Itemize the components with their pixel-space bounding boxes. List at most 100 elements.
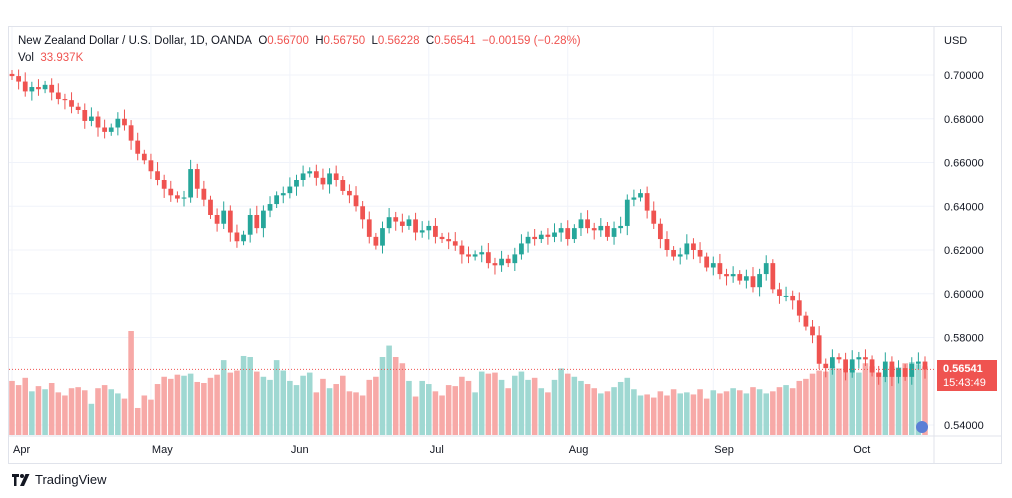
volume-bar [723,391,730,435]
chart-legend: New Zealand Dollar / U.S. Dollar, 1D, OA… [18,35,581,47]
candle-body [168,188,174,196]
volume-bar [48,383,55,435]
candle-body [115,118,121,128]
candle-body [366,219,372,237]
candle-body [472,254,478,257]
tradingview-brand[interactable]: TradingView [12,472,107,487]
volume-bar [478,371,485,435]
candle-body [386,217,392,229]
candle-body [869,359,875,373]
volume-bar [247,357,253,435]
volume-bar [386,345,392,435]
volume-bar [736,390,743,435]
candle-body [790,295,796,301]
volume-bar [439,395,445,435]
candle-body [307,171,313,174]
volume-bar [214,374,220,435]
candle-body [849,359,855,373]
candle-body [717,263,723,275]
volume-bar [869,366,875,435]
x-tick-label: Jul [430,444,444,456]
candle-body [922,361,928,370]
volume-bar [432,391,439,435]
candle-body [611,228,617,237]
y-tick-label: 0.66000 [944,158,984,170]
candle-body [247,215,253,235]
volume-bar [889,366,895,435]
candle-body [194,169,200,189]
volume-legend: Vol 33.937K [18,52,83,64]
candle-body [439,236,445,240]
candle-body [69,100,74,107]
volume-bar [108,389,115,435]
volume-bar [35,386,42,435]
volume-bar [340,375,346,435]
volume-bar [392,357,399,435]
volume-bar [485,373,492,435]
candle-body [347,190,352,196]
volume-bar [670,389,677,435]
volume-bar [842,372,849,435]
volume-bar [538,388,545,435]
candle-body [803,315,809,327]
volume-bar [115,393,121,435]
candle-body [704,256,710,268]
candle-body [810,326,815,336]
volume-bar [604,391,611,435]
candle-body [565,228,571,240]
candle-body [287,186,293,194]
volume-bar [452,386,459,435]
chart-frame [8,26,1002,464]
volume-bar [770,391,776,435]
candle-body [413,219,418,233]
candle-body [221,210,227,224]
candle-body [55,92,61,100]
volume-bar [836,368,842,435]
volume-bar [763,393,769,435]
volume-bar [578,380,584,435]
candle-body [783,295,789,297]
volume-bar [55,392,62,435]
candle-body [36,87,41,90]
y-tick-label: 0.54000 [944,420,984,432]
symbol-title[interactable]: New Zealand Dollar / U.S. Dollar, 1D, OA… [18,35,252,47]
volume-bar [287,380,293,435]
currency-label[interactable]: USD [944,35,968,47]
volume-bar [379,357,386,435]
candle-body [16,76,21,82]
candle-body [730,274,736,277]
candle-body [95,116,101,128]
volume-bar [505,388,511,435]
volume-label[interactable]: Vol [18,52,34,64]
candle-body [9,73,15,77]
candle-body [227,210,233,233]
volume-bar [822,371,829,435]
volume-bar [62,395,68,435]
volume-bar [584,384,591,435]
volume-bar [531,377,538,435]
volume-bar [525,379,531,435]
high-value: 0.56750 [323,35,366,47]
scroll-to-realtime-icon[interactable] [916,421,928,433]
volume-bar [300,375,306,435]
volume-bar [492,372,498,435]
candle-body [353,195,359,207]
candle-body [49,84,55,93]
candle-body [909,363,915,377]
volume-bar [141,395,148,435]
volume-bar [81,390,88,435]
volume-bar [333,384,339,435]
volume-bar [816,370,822,435]
candle-body [274,195,280,205]
high-label: H [315,35,324,47]
close-value: 0.56541 [434,35,476,47]
volume-bar [15,385,22,435]
volume-bar [697,389,703,435]
candle-body [552,232,557,237]
candle-body [677,254,683,257]
volume-bar [227,372,234,435]
volume-value: 33.937K [40,52,84,64]
candle-body [697,250,703,257]
volume-bar [717,393,723,435]
